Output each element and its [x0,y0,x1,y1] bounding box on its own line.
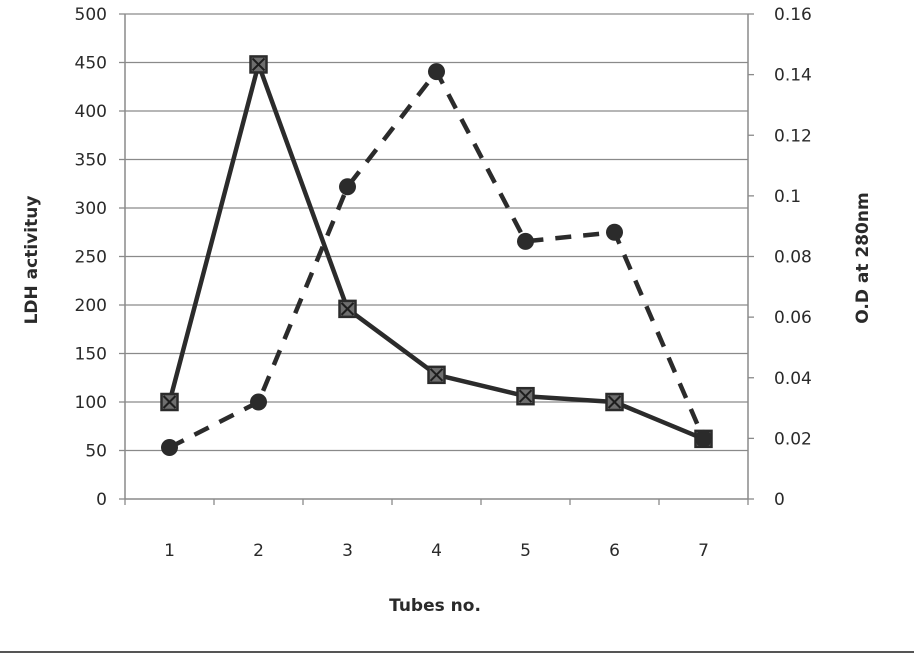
right-tick-label: 0.12 [774,126,812,146]
left-tick-label: 400 [75,102,107,122]
left-axis-ticks: 0 50 100 150 200 250 300 350 400 450 500 [75,5,107,510]
right-tick-label: 0.02 [774,429,812,449]
right-axis-ticks: 0 0.02 0.04 0.06 0.08 0.1 0.12 0.14 0.16 [774,5,812,510]
series-2-point [161,438,178,456]
x-tick-label: 4 [431,541,442,561]
series-2-point [339,178,356,196]
right-tick-label: 0.08 [774,248,812,268]
x-axis-ticks: 1 2 3 4 5 6 7 [164,541,709,561]
point-cross [251,57,266,72]
series-group [160,55,713,456]
point-cross [340,302,355,316]
series-1-point [516,386,535,406]
left-tick-label: 500 [75,5,107,25]
y-axis-title: LDH activituy [22,196,42,325]
gridlines [125,13,748,452]
x-tick-label: 7 [698,541,709,561]
x-axis-title: Tubes no. [389,596,481,616]
right-tick-label: 0.16 [774,5,812,25]
series-2-point [250,393,267,411]
left-tick-label: 0 [96,490,107,510]
right-tick-label: 0 [774,490,785,510]
left-tick-label: 50 [85,442,107,462]
left-tick-label: 250 [75,248,107,268]
series-1-point [427,365,446,385]
x-tick-label: 1 [164,541,175,561]
series-2-point [428,63,445,81]
left-tick-label: 200 [75,296,107,316]
left-tick-label: 150 [75,345,107,365]
left-tick-label: 450 [75,54,107,74]
series-1-point [249,55,268,74]
x-tick-label: 2 [253,541,264,561]
series-2-point [695,429,712,447]
x-tick-label: 5 [520,541,531,561]
y2-axis-title: O.D at 280nm [853,192,873,323]
point-cross [607,395,622,409]
series-1-point [338,299,357,319]
axes [119,13,754,505]
point-cross [162,395,177,409]
left-tick-label: 100 [75,393,107,413]
right-tick-label: 0.1 [774,187,801,207]
point-cross [429,368,444,382]
right-tick-label: 0.14 [774,66,812,86]
series-2-point [517,232,534,250]
x-tick-label: 3 [342,541,353,561]
left-tick-label: 300 [75,199,107,219]
series-1-point [160,392,179,412]
right-tick-label: 0.06 [774,308,812,328]
point-cross [518,389,533,403]
series-2-point [606,223,623,241]
right-tick-label: 0.04 [774,369,812,389]
left-tick-label: 350 [75,151,107,171]
x-tick-label: 6 [609,541,620,561]
series-1-point [605,392,624,412]
